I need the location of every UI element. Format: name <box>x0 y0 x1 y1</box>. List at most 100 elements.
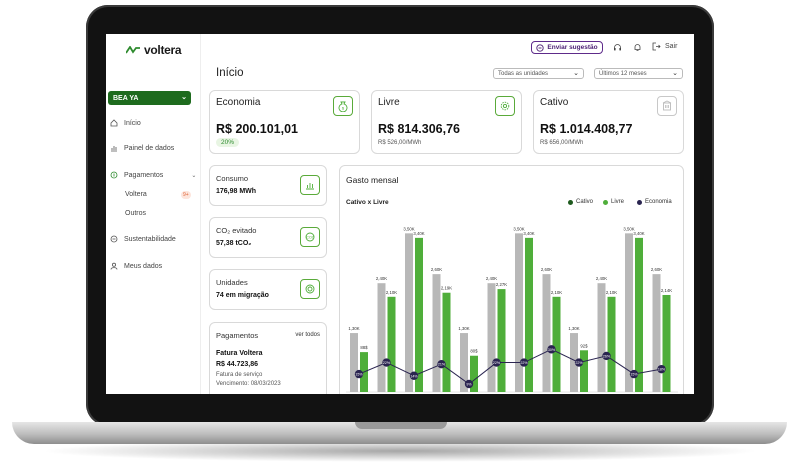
bar-livre[interactable] <box>662 294 671 392</box>
kpi-card-cativo[interactable]: Cativo R$ 1.014.408,77 R$ 656,00/MWh <box>533 90 684 154</box>
kpi-card-economia[interactable]: Economia $ R$ 200.101,01 20% <box>209 90 360 154</box>
bar-label-livre: 2,10K <box>606 290 617 295</box>
kpi-unit-price: R$ 526,00/MWh <box>378 140 422 146</box>
bar-cativo[interactable] <box>515 233 523 392</box>
savings-percent-chip: 20% <box>216 138 240 147</box>
legend-item-livre[interactable]: Livre <box>603 199 624 205</box>
economia-point[interactable] <box>409 371 419 380</box>
chevron-down-icon: ⌄ <box>191 172 197 179</box>
economia-point[interactable] <box>354 369 364 379</box>
economia-point[interactable] <box>657 364 666 374</box>
legend-label: Cativo <box>576 199 594 205</box>
brand-logo[interactable]: voltera <box>126 43 182 57</box>
target-icon <box>300 279 320 299</box>
economia-label: 22% <box>493 361 501 365</box>
economia-point[interactable] <box>602 351 611 361</box>
bar-label-livre: 3,40K <box>523 231 534 236</box>
bar-label-livre: 3,40K <box>633 231 644 236</box>
units-select[interactable]: Todas as unidades ⌄ <box>493 68 584 79</box>
consumo-card[interactable]: Consumo 176,98 MWh <box>209 165 327 206</box>
chevron-down-icon: ⌄ <box>672 70 678 77</box>
gear-bolt-icon <box>495 96 515 116</box>
payments-title: Pagamentos <box>216 331 259 340</box>
bar-cativo[interactable] <box>405 233 413 392</box>
bar-livre[interactable] <box>607 296 616 392</box>
chart-icon <box>111 146 117 152</box>
laptop-notch <box>355 422 447 429</box>
economia-line <box>358 348 662 385</box>
economia-point[interactable] <box>492 358 501 367</box>
bar-livre[interactable] <box>635 237 643 392</box>
logout-button[interactable]: Sair <box>652 42 677 51</box>
user-name: BEA YA <box>113 94 139 102</box>
chevron-down-icon: ⌄ <box>573 70 579 77</box>
see-all-link[interactable]: ver todos <box>295 332 320 338</box>
bar-label-livre: 80$ <box>470 349 478 354</box>
bar-livre[interactable] <box>552 296 561 392</box>
send-suggestion-button[interactable]: Enviar sugestão <box>531 41 603 54</box>
bar-cativo[interactable] <box>432 274 441 392</box>
bar-cativo[interactable] <box>377 283 386 392</box>
user-icon <box>110 262 118 270</box>
user-selector[interactable]: BEA YA ⌄ <box>108 91 191 105</box>
bar-cativo[interactable] <box>597 283 606 392</box>
legend-dot <box>603 199 608 205</box>
sidebar-subitem-voltera[interactable]: Voltera <box>125 191 147 198</box>
legend-item-economia[interactable]: Economia <box>637 199 672 205</box>
economia-point[interactable] <box>464 379 474 389</box>
sidebar-item-pagamentos[interactable]: Pagamentos ⌄ <box>110 171 196 179</box>
sidebar-item-label: Outros <box>125 210 147 217</box>
bar-label-cativo: 2,60K <box>651 267 662 272</box>
bar-cativo[interactable] <box>570 333 578 392</box>
economia-label: 22% <box>520 361 528 365</box>
sidebar-item-meus-dados[interactable]: Meus dados <box>110 262 162 270</box>
leaf-icon <box>110 235 118 243</box>
bar-label-cativo: 1,30K <box>568 326 579 331</box>
kpi-card-livre[interactable]: Livre R$ 814.306,76 R$ 526,00/MWh <box>371 90 522 154</box>
bar-livre[interactable] <box>470 355 478 392</box>
bar-label-livre: 3,40K <box>413 231 424 236</box>
card-value: 176,98 MWh <box>216 188 257 195</box>
bar-cativo[interactable] <box>652 274 661 392</box>
chevron-down-icon: ⌄ <box>181 94 187 101</box>
bar-livre[interactable] <box>387 296 396 392</box>
economia-point[interactable] <box>382 358 391 367</box>
kpi-title: Economia <box>216 97 261 108</box>
page-title: Início <box>216 67 244 79</box>
economia-point[interactable] <box>574 358 584 367</box>
economia-point[interactable] <box>547 345 556 354</box>
sidebar: voltera BEA YA ⌄ Início Painel de dados … <box>106 34 201 394</box>
bar-livre[interactable] <box>497 289 506 392</box>
sidebar-item-sustentabilidade[interactable]: Sustentabilidade <box>110 235 176 243</box>
unidades-card[interactable]: Unidades 74 em migração <box>209 269 327 310</box>
notification-badge: 9+ <box>181 191 191 199</box>
invoice-due-date: Vencimento: 08/03/2023 <box>216 381 281 387</box>
sidebar-subitem-outros[interactable]: Outros <box>125 210 146 217</box>
bar-cativo[interactable] <box>487 283 496 392</box>
bar-label-cativo: 2,60K <box>541 267 552 272</box>
bar-cativo[interactable] <box>460 333 468 392</box>
bar-cativo[interactable] <box>350 333 358 392</box>
sidebar-item-inicio[interactable]: Início <box>110 119 141 127</box>
co2-card[interactable]: CO₂ evitado 57,38 tCO₂ CO2 <box>209 217 327 258</box>
legend-label: Economia <box>645 199 672 205</box>
card-value: 57,38 tCO₂ <box>216 240 252 247</box>
bar-livre[interactable] <box>580 350 588 392</box>
sidebar-item-painel[interactable]: Painel de dados <box>110 144 174 152</box>
bell-icon[interactable] <box>633 43 642 52</box>
bar-label-cativo: 1,30K <box>348 326 359 331</box>
economia-point[interactable] <box>629 369 639 379</box>
bar-livre[interactable] <box>442 292 451 392</box>
bar-cativo[interactable] <box>542 274 551 392</box>
economia-point[interactable] <box>519 358 529 367</box>
economia-point[interactable] <box>437 360 446 369</box>
economia-label: 30% <box>548 348 556 352</box>
period-select[interactable]: Últimos 12 meses ⌄ <box>594 68 683 79</box>
legend-item-cativo[interactable]: Cativo <box>568 199 593 205</box>
bar-livre[interactable] <box>525 237 533 392</box>
payments-card[interactable]: Pagamentos ver todos Fatura Voltera R$ 4… <box>209 322 327 394</box>
bar-cativo[interactable] <box>625 233 633 392</box>
laptop-base <box>12 422 787 444</box>
bar-livre[interactable] <box>415 237 423 392</box>
headset-icon[interactable] <box>613 43 622 52</box>
